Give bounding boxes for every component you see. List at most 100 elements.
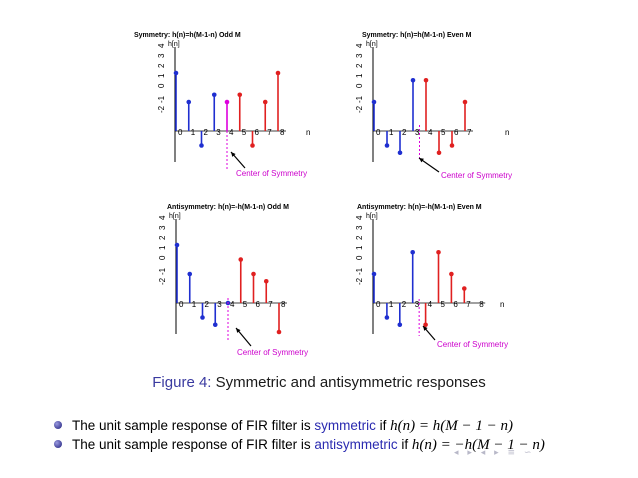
x-tick-label: 5 <box>243 300 248 309</box>
x-tick-label: 5 <box>441 128 446 137</box>
stem-marker <box>199 143 204 148</box>
stem-marker <box>384 315 390 320</box>
figure-caption: Figure 4: Symmetric and antisymmetric re… <box>0 374 638 391</box>
arrow-head-icon <box>419 158 424 163</box>
y-tick-label: 1 <box>355 245 364 250</box>
y-axis-label: h[n] <box>169 213 181 220</box>
antisymmetry-equation: h(n) = −h(M − 1 − n) <box>411 437 545 453</box>
x-tick-label: 0 <box>179 300 184 309</box>
center-of-symmetry-label: Center of Symmetry <box>237 348 308 357</box>
stem-marker <box>449 143 455 148</box>
y-tick-label: -2 <box>355 277 364 285</box>
stem-marker <box>384 143 390 148</box>
y-tick-label: -2 <box>157 105 166 113</box>
x-tick-label: 8 <box>479 300 484 309</box>
stem-marker <box>371 271 377 277</box>
stem-marker <box>462 99 468 105</box>
stem-marker <box>237 92 243 98</box>
stem-plot-3: Antisymmetry: h(n)=-h(M-1-n) Odd M h[n] -2… <box>158 204 308 357</box>
y-axis-label: h[n] <box>366 41 378 48</box>
y-tick-labels: -2 -1 0 1 2 3 4 <box>158 215 167 285</box>
stem-plot-4: Antisymmetry: h(n)=-h(M-1-n) Even Mh[n]-… <box>355 204 508 349</box>
stem-marker <box>436 150 442 156</box>
x-tick-label: 1 <box>191 128 196 137</box>
y-tick-label: 1 <box>157 73 166 78</box>
y-tick-labels: -2 -1 0 1 2 3 4 <box>157 43 166 113</box>
stem-marker <box>423 77 429 83</box>
x-tick-label: 7 <box>466 300 471 309</box>
y-tick-label: 3 <box>355 225 364 230</box>
x-tick-label: 3 <box>415 128 420 137</box>
y-tick-label: 4 <box>355 215 364 220</box>
y-tick-label: 2 <box>157 63 166 68</box>
stem-marker <box>410 249 416 255</box>
x-axis-label: n <box>505 128 509 137</box>
stem-marker <box>211 92 217 98</box>
y-tick-label: -2 <box>158 277 167 285</box>
center-of-symmetry-label: Center of Symmetry <box>441 171 512 180</box>
y-tick-label: -1 <box>355 95 364 103</box>
x-tick-label: 6 <box>454 128 459 137</box>
stem-plot-1: Symmetry: h(n)=h(M-1-n) Odd Mh[n]-2-1012… <box>134 32 310 178</box>
y-tick-labels: -2 -1 0 1 2 3 4 <box>355 43 364 113</box>
x-tick-label: 2 <box>402 300 407 309</box>
symmetry-equation: h(n) = h(M − 1 − n) <box>390 418 513 434</box>
y-tick-label: 2 <box>355 63 364 68</box>
stem-marker <box>276 329 282 335</box>
x-tick-label: 8 <box>280 128 285 137</box>
keyword-antisymmetric: antisymmetric <box>314 437 398 452</box>
plot-title: Antisymmetry: h(n)=-h(M-1-n) Odd M <box>167 204 289 211</box>
bullet-text: The unit sample response of FIR filter i… <box>72 437 315 452</box>
x-tick-label: 5 <box>441 300 446 309</box>
y-tick-label: -1 <box>158 267 167 275</box>
center-of-symmetry-label: Center of Symmetry <box>437 340 508 349</box>
stem-marker <box>371 99 377 105</box>
stem-marker <box>173 70 179 76</box>
y-tick-label: 3 <box>157 53 166 58</box>
stem-marker <box>410 77 416 83</box>
stem-marker <box>238 257 244 262</box>
arrow-head-icon <box>423 326 428 331</box>
arrow-head-icon <box>231 152 236 157</box>
x-tick-label: 2 <box>402 128 407 137</box>
y-tick-label: 4 <box>157 43 166 48</box>
stem-marker <box>250 143 255 148</box>
y-tick-label: -1 <box>157 95 166 103</box>
stem-plot-2: Symmetry: h(n)=h(M-1-n) Even Mh[n]-2-101… <box>355 32 512 180</box>
bullet-icon <box>54 440 62 448</box>
y-axis-label: h[n] <box>168 41 180 48</box>
y-tick-label: 2 <box>355 235 364 240</box>
bullet-symmetric: The unit sample response of FIR filter i… <box>54 418 513 435</box>
y-tick-label: 0 <box>355 255 364 260</box>
plot-title: Symmetry: h(n)=h(M-1-n) Even M <box>362 32 472 39</box>
stem-marker <box>462 286 467 291</box>
x-tick-label: 0 <box>178 128 183 137</box>
slide-navigation-icons[interactable]: ◂ ▸ ◂ ▸ ≡ ∽ <box>454 448 535 458</box>
x-tick-label: 1 <box>389 300 394 309</box>
bullet-text: The unit sample response of FIR filter i… <box>72 418 315 433</box>
bullet-connector: if <box>375 418 391 433</box>
center-of-symmetry-label: Center of Symmetry <box>236 169 307 178</box>
plot-title: Antisymmetry: h(n)=-h(M-1-n) Even M <box>357 204 482 211</box>
stem-marker <box>200 315 205 320</box>
y-tick-label: 3 <box>158 225 167 230</box>
stem-marker <box>186 99 192 105</box>
x-tick-label: 3 <box>217 300 222 309</box>
x-tick-label: 7 <box>267 128 272 137</box>
bullet-antisymmetric: The unit sample response of FIR filter i… <box>54 437 545 454</box>
stem-marker <box>397 322 403 328</box>
x-tick-label: 4 <box>230 300 235 309</box>
x-tick-label: 4 <box>428 300 433 309</box>
plot-title: Symmetry: h(n)=h(M-1-n) Odd M <box>134 32 241 39</box>
x-axis-label: n <box>500 300 504 309</box>
arrow-head-icon <box>236 328 241 333</box>
x-tick-label: 7 <box>467 128 472 137</box>
y-tick-label: 4 <box>355 43 364 48</box>
stem-marker <box>275 70 281 76</box>
x-tick-label: 8 <box>281 300 286 309</box>
bullet-connector: if <box>397 437 412 452</box>
x-tick-label: 3 <box>216 128 221 137</box>
figure-label: Figure 4: <box>152 374 212 391</box>
x-tick-label: 6 <box>256 300 261 309</box>
